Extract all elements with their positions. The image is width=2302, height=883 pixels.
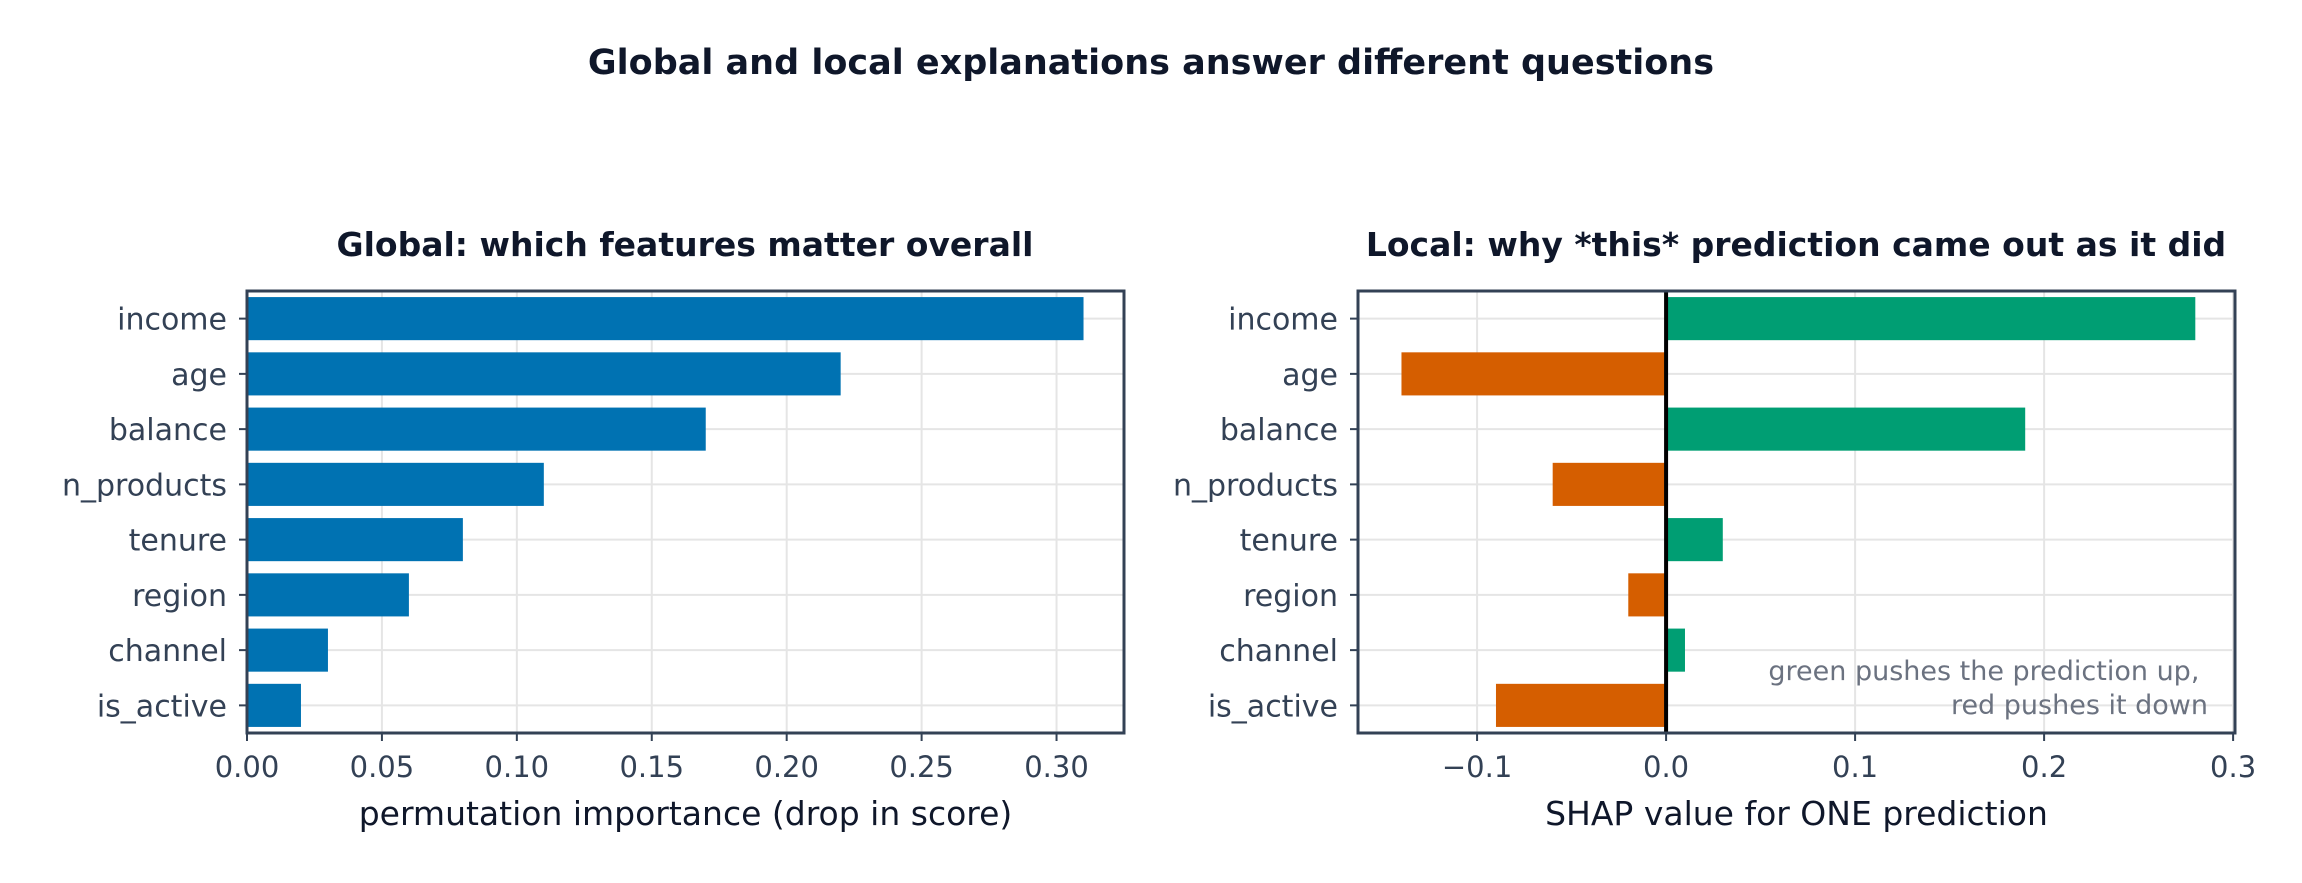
global-y-tick-label: balance — [109, 413, 227, 448]
local-legend-note: green pushes the prediction up, red push… — [1768, 656, 2208, 721]
global-bar-tenure — [247, 518, 463, 562]
local-x-tick-label: −0.1 — [1442, 750, 1512, 784]
global-importance-panel: Global: which features matter overall in… — [62, 225, 1126, 833]
global-x-tick-label: 0.00 — [215, 750, 280, 784]
local-plot-frame — [1356, 289, 2237, 735]
local-y-tick-label: tenure — [1240, 524, 1338, 559]
local-x-axis-label: SHAP value for ONE prediction — [1545, 794, 2048, 833]
global-plot-frame — [245, 289, 1126, 735]
global-x-tick-label: 0.10 — [485, 750, 550, 784]
local-shap-panel: Local: why *this* prediction came out as… — [1173, 225, 2256, 833]
local-bar-region — [1628, 573, 1667, 617]
global-bar-channel — [247, 628, 328, 672]
global-x-tick-label: 0.30 — [1024, 750, 1089, 784]
global-bar-age — [247, 352, 841, 396]
local-y-tick-label: income — [1228, 303, 1338, 338]
local-bar-is_active — [1495, 683, 1667, 727]
global-bar-region — [247, 573, 409, 617]
local-y-tick-label: n_products — [1173, 468, 1338, 503]
global-bar-n_products — [247, 462, 544, 506]
local-x-tick-label: 0.3 — [2210, 750, 2256, 784]
global-y-tick-label: region — [132, 579, 227, 614]
local-y-tick-label: region — [1243, 579, 1338, 614]
local-legend-note-line-2: red pushes it down — [1951, 690, 2208, 721]
global-y-tick-label: income — [117, 303, 227, 338]
global-x-tick-label: 0.15 — [619, 750, 684, 784]
local-x-tick-label: 0.0 — [1643, 750, 1689, 784]
local-bar-tenure — [1666, 518, 1723, 562]
local-y-tick-label: channel — [1219, 634, 1338, 669]
global-x-axis-label: permutation importance (drop in score) — [359, 794, 1013, 833]
local-bar-channel — [1666, 628, 1685, 672]
local-bar-balance — [1666, 407, 2026, 451]
global-x-tick-labels: 0.00 0.05 0.10 0.15 0.20 0.25 0.30 — [215, 733, 1089, 784]
local-x-tick-label: 0.1 — [1832, 750, 1878, 784]
local-y-tick-label: is_active — [1208, 689, 1338, 724]
local-x-tick-label: 0.2 — [2021, 750, 2067, 784]
global-bars — [247, 297, 1084, 727]
global-x-tick-label: 0.05 — [350, 750, 415, 784]
global-bar-income — [247, 297, 1084, 341]
global-y-tick-label: channel — [108, 634, 227, 669]
global-x-tick-label: 0.20 — [754, 750, 819, 784]
global-y-tick-label: n_products — [62, 468, 227, 503]
global-x-tick-label: 0.25 — [889, 750, 954, 784]
global-panel-title: Global: which features matter overall — [337, 225, 1034, 264]
global-y-tick-label: tenure — [129, 524, 227, 559]
global-y-tick-label: age — [171, 358, 227, 393]
local-bars — [1401, 297, 2196, 727]
local-panel-title: Local: why *this* prediction came out as… — [1366, 225, 2226, 264]
figure-suptitle: Global and local explanations answer dif… — [588, 43, 1714, 83]
local-y-tick-label: balance — [1220, 413, 1338, 448]
local-bar-age — [1401, 352, 1667, 396]
local-bar-n_products — [1552, 462, 1667, 506]
global-y-tick-label: is_active — [97, 689, 227, 724]
local-x-tick-labels: −0.1 0.0 0.1 0.2 0.3 — [1442, 733, 2256, 784]
local-y-tick-label: age — [1282, 358, 1338, 393]
local-bar-income — [1666, 297, 2196, 341]
global-bar-balance — [247, 407, 706, 451]
global-bar-is_active — [247, 683, 301, 727]
local-legend-note-line-1: green pushes the prediction up, — [1768, 656, 2199, 687]
